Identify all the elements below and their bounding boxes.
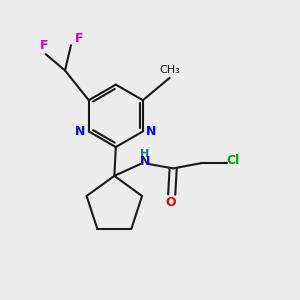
Text: F: F bbox=[40, 39, 49, 52]
Text: F: F bbox=[75, 32, 83, 45]
Text: N: N bbox=[75, 125, 86, 138]
Text: CH₃: CH₃ bbox=[160, 64, 181, 75]
Text: O: O bbox=[166, 196, 176, 209]
Text: Cl: Cl bbox=[226, 154, 240, 167]
Text: N: N bbox=[146, 125, 156, 138]
Text: N: N bbox=[140, 155, 150, 168]
Text: H: H bbox=[140, 148, 149, 159]
